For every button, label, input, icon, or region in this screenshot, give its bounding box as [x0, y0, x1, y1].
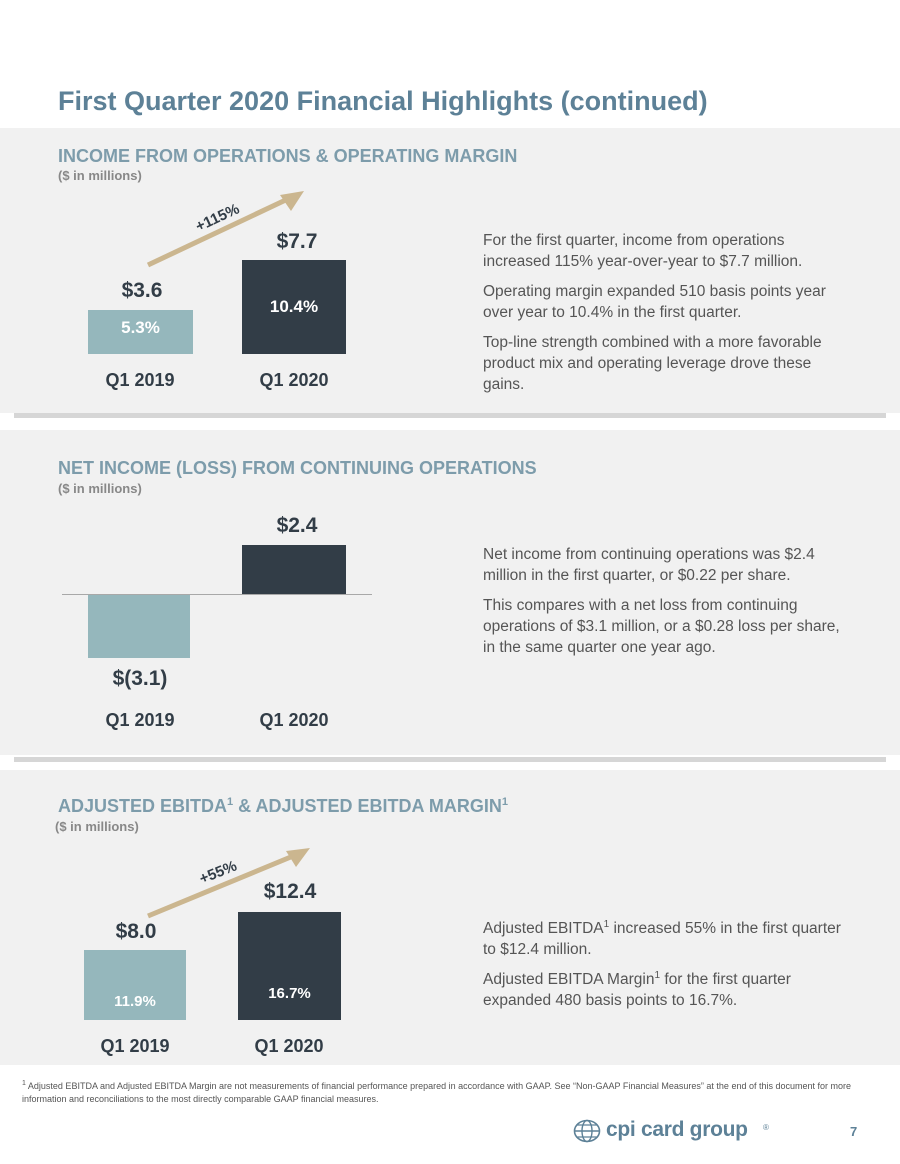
growth-arrow-ebitda	[147, 848, 310, 919]
bar-q1-2019	[88, 310, 193, 354]
paragraph-ebitda-2: Adjusted EBITDA Margin1 for the first qu…	[483, 965, 853, 1011]
section-unit-net-income: ($ in millions)	[58, 481, 142, 496]
paragraph-text: for the first quarter expanded 480 basis…	[483, 971, 791, 1010]
paragraph-operations-2: Operating margin expanded 510 basis poin…	[483, 283, 826, 321]
divider-1	[14, 413, 886, 418]
section-heading-operations: INCOME FROM OPERATIONS & OPERATING MARGI…	[58, 146, 518, 166]
growth-arrow-operations	[146, 191, 304, 268]
bar-q1-2019	[84, 950, 186, 1020]
bar-q1-2020	[242, 545, 346, 594]
value-label-q1-2020: $2.4	[276, 514, 318, 537]
section-background-2	[0, 430, 900, 755]
paragraph-net-income-2: This compares with a net loss from conti…	[483, 597, 840, 656]
footnote-marker: 1	[654, 970, 661, 981]
registered-mark: ®	[763, 1123, 769, 1132]
section-heading-net-income: NET INCOME (LOSS) FROM CONTINUING OPERAT…	[58, 458, 537, 478]
divider-2	[14, 757, 886, 762]
paragraph-net-income-1: Net income from continuing operations wa…	[483, 546, 815, 584]
value-label-q1-2019: $8.0	[115, 920, 157, 943]
section-unit-operations: ($ in millions)	[58, 168, 142, 183]
paragraph-operations-3: Top-line strength combined with a more f…	[483, 334, 822, 393]
category-label-q1-2019: Q1 2019	[100, 1036, 170, 1056]
value-label-q1-2019: $3.6	[121, 279, 163, 302]
paragraph-text: Adjusted EBITDA Margin	[483, 971, 655, 989]
footnote-marker: 1	[22, 1080, 26, 1087]
heading-text-1: ADJUSTED EBITDA	[58, 796, 228, 816]
section-unit-ebitda: ($ in millions)	[55, 819, 139, 834]
category-label-q1-2019: Q1 2019	[105, 370, 175, 390]
footnote-text: Adjusted EBITDA and Adjusted EBITDA Marg…	[22, 1081, 852, 1104]
footnote-marker: 1	[227, 796, 234, 808]
globe-icon	[573, 1119, 601, 1143]
heading-text-2: & ADJUSTED EBITDA MARGIN	[233, 796, 502, 816]
section-background-1	[0, 128, 900, 413]
category-label-q1-2020: Q1 2020	[259, 370, 329, 390]
section-heading-ebitda: ADJUSTED EBITDA1 & ADJUSTED EBITDA MARGI…	[58, 796, 508, 817]
paragraph-ebitda-1: Adjusted EBITDA1 increased 55% in the fi…	[483, 914, 853, 960]
paragraph-text: increased 55% in the first quarter to $1…	[483, 920, 841, 959]
footnote: 1 Adjusted EBITDA and Adjusted EBITDA Ma…	[22, 1077, 852, 1106]
category-label-q1-2020: Q1 2020	[254, 1036, 324, 1056]
margin-label-q1-2019: 5.3%	[121, 318, 160, 337]
footnote-marker: 1	[603, 919, 610, 930]
paragraph-operations-1: For the first quarter, income from opera…	[483, 232, 803, 270]
paragraph-text: Adjusted EBITDA	[483, 920, 604, 938]
value-label-q1-2020: $12.4	[263, 880, 317, 903]
bar-q1-2019	[88, 595, 190, 658]
margin-label-q1-2020: 10.4%	[269, 297, 319, 316]
category-label-q1-2019: Q1 2019	[105, 710, 175, 730]
margin-label-q1-2020: 16.7%	[268, 985, 311, 1002]
category-label-q1-2020: Q1 2020	[259, 710, 329, 730]
page-title: First Quarter 2020 Financial Highlights …	[58, 86, 708, 116]
value-label-q1-2019: $(3.1)	[112, 667, 168, 690]
bar-q1-2020	[238, 912, 341, 1020]
margin-label-q1-2019: 11.9%	[114, 993, 156, 1010]
zero-baseline	[62, 594, 372, 595]
page-number: 7	[850, 1124, 858, 1139]
footnote-marker: 1	[501, 796, 508, 808]
logo-text: cpi card group	[606, 1118, 748, 1141]
bar-q1-2020	[242, 260, 346, 354]
value-label-q1-2020: $7.7	[276, 230, 318, 253]
